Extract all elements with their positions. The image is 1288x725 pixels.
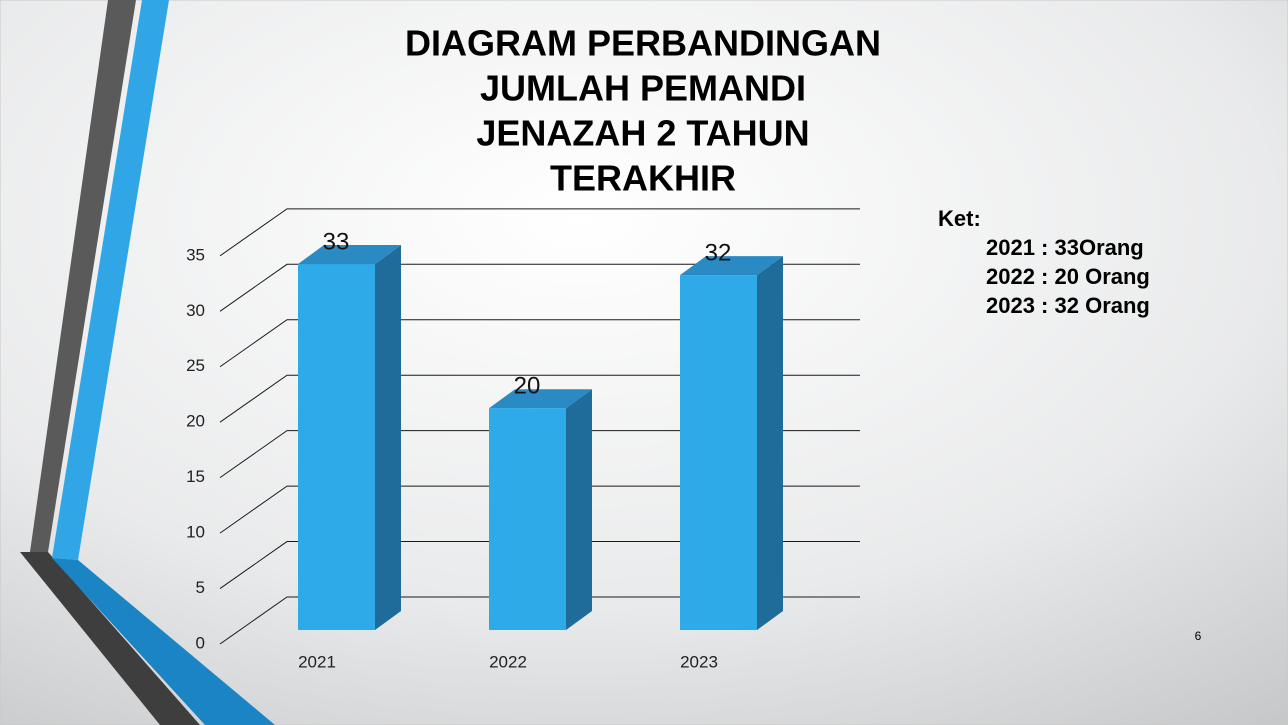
bar-front [298,264,375,630]
grid-line [219,596,860,645]
y-tick-label: 30 [186,301,205,320]
x-tick-label: 2022 [489,652,527,671]
y-tick-label: 15 [186,467,205,486]
notes: Ket:2021 : 33Orang 2022 : 20 Orang 2023 : … [938,206,1150,318]
grid-line [219,430,860,479]
bar-top [680,256,783,276]
bars: 2021 33 2022 20 2023 32 [298,228,783,671]
bar-front [489,408,566,630]
notes-line: 2021 : 33Orang [986,235,1144,260]
grid-line [219,541,860,589]
notes-line: 2022 : 20 Orang [986,264,1150,289]
bar-side [566,389,592,630]
grid-line [219,263,860,312]
stripe-blue [52,0,169,560]
grid-line [219,208,860,257]
title-line: JENAZAH 2 TAHUN [476,113,809,154]
y-tick-label: 5 [196,578,205,597]
bar [489,389,592,630]
data-label: 20 [514,373,541,400]
notes-line: 2023 : 32 Orang [986,293,1150,318]
title-line: TERAKHIR [550,158,736,199]
grid-line [219,485,860,534]
bar-top [489,389,592,409]
x-tick-label: 2021 [298,652,336,671]
grid-line [219,319,860,368]
data-label: 33 [323,228,350,255]
y-tick-label: 10 [186,523,205,542]
y-tick-label: 35 [186,245,205,264]
stripe-dark [20,552,200,725]
slide-number: 6 [1195,629,1202,643]
grid-line [219,374,860,423]
stripe-blue [52,558,275,725]
y-tick-label: 20 [186,412,205,431]
grid: 0 5 10 15 20 25 30 35 [186,208,860,652]
bar [298,245,401,630]
bar-front [680,275,757,630]
title-line: JUMLAH PEMANDI [480,68,806,109]
bar [680,256,783,630]
bar-side [757,256,783,630]
notes-heading: Ket: [938,206,981,231]
x-tick-label: 2023 [680,652,718,671]
bar-top [298,245,401,265]
stripe-dark [30,0,136,552]
data-label: 32 [705,239,732,266]
y-tick-label: 25 [186,356,205,375]
title-line: DIAGRAM PERBANDINGAN [405,23,881,64]
bar-side [375,245,401,630]
y-tick-label: 0 [196,633,205,652]
